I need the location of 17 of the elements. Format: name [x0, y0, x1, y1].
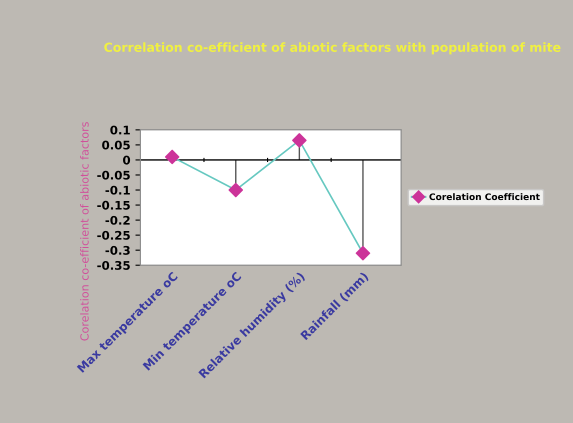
point [228, 182, 244, 198]
y-tick-label: -0.25 [97, 230, 130, 240]
chart-title: Correlation co-efficient of abiotic factors with population of mite [104, 42, 560, 54]
y-tick-label: 0.05 [102, 140, 130, 150]
y-tick-label: -0.35 [97, 260, 130, 270]
y-tick-label: -0.1 [105, 186, 130, 195]
point [356, 246, 370, 260]
y-tick-label: 0 [123, 156, 130, 165]
y-tick-label: -0.05 [97, 170, 130, 180]
y-tick-label: -0.15 [97, 200, 130, 210]
y-axis-title: Corelation co-efficient of abiotic factors [80, 122, 89, 341]
legend-label: Corelation Coefficient [429, 193, 540, 200]
point [164, 150, 180, 164]
y-tick-label: 0.1 [110, 126, 130, 135]
y-tick-label: -0.3 [105, 246, 130, 255]
y-tick-label: -0.2 [105, 216, 130, 225]
point [292, 133, 307, 148]
